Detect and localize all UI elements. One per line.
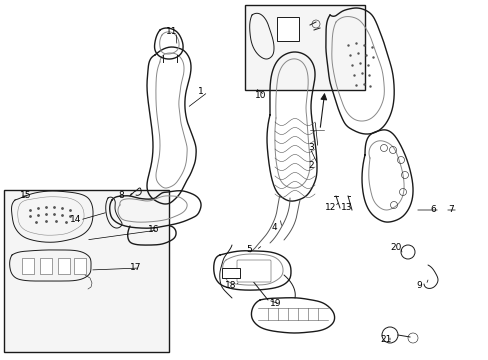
Text: 5: 5	[245, 246, 251, 255]
FancyBboxPatch shape	[74, 258, 86, 274]
Text: 11: 11	[165, 27, 177, 36]
Text: 9: 9	[415, 280, 421, 289]
FancyBboxPatch shape	[276, 17, 298, 41]
Text: 21: 21	[379, 336, 390, 345]
Text: 12: 12	[325, 202, 336, 211]
Text: 20: 20	[389, 243, 401, 252]
Text: 4: 4	[271, 224, 277, 233]
FancyBboxPatch shape	[22, 258, 34, 274]
FancyBboxPatch shape	[222, 268, 240, 278]
Text: 1: 1	[198, 87, 203, 96]
Text: 7: 7	[447, 206, 453, 215]
Text: 10: 10	[254, 90, 266, 99]
FancyBboxPatch shape	[58, 258, 70, 274]
Text: 14: 14	[70, 216, 81, 225]
FancyBboxPatch shape	[244, 5, 364, 90]
Text: 8: 8	[118, 192, 123, 201]
Text: 19: 19	[269, 300, 281, 309]
Text: 17: 17	[130, 264, 141, 273]
Text: 3: 3	[307, 144, 313, 153]
Text: 16: 16	[148, 225, 159, 234]
FancyBboxPatch shape	[4, 190, 169, 352]
Text: 13: 13	[340, 202, 352, 211]
FancyBboxPatch shape	[237, 260, 270, 282]
Text: 18: 18	[224, 280, 236, 289]
FancyBboxPatch shape	[40, 258, 52, 274]
Text: 2: 2	[307, 161, 313, 170]
Text: 6: 6	[429, 206, 435, 215]
Text: 15: 15	[20, 192, 31, 201]
